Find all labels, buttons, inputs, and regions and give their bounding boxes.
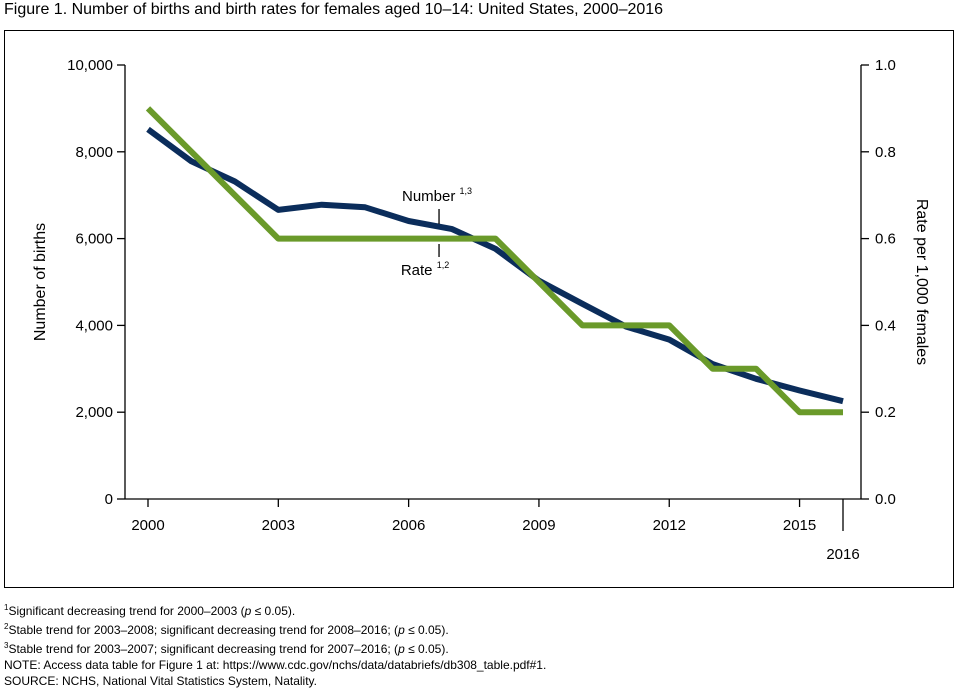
rate-series-label: Rate 1,2 (401, 260, 449, 279)
right-y-tick-label: 0.2 (875, 404, 896, 421)
series-line-rate (145, 106, 843, 416)
chart-series (145, 106, 844, 416)
footnote-2: 2Stable trend for 2003–2008; significant… (4, 622, 449, 637)
right-y-tick-label: 0.0 (875, 491, 896, 508)
births-rates-chart: 0 2,000 4,000 6,000 8,000 10,000 0.0 0.2 0.4 0.6 0… (32, 57, 930, 563)
number-series-label: Number 1,3 (402, 186, 472, 205)
footnote-1: 1Significant decreasing trend for 2000–2… (4, 603, 296, 618)
left-y-tick-label: 0 (105, 491, 113, 508)
left-y-tick-label: 6,000 (75, 231, 113, 248)
data-table-note: NOTE: Access data table for Figure 1 at:… (4, 658, 547, 672)
x-tick-label: 2012 (653, 517, 686, 534)
figure-title: Figure 1. Number of births and birth rat… (4, 1, 664, 18)
x-tick-label: 2006 (392, 517, 425, 534)
footnotes: 1Significant decreasing trend for 2000–2… (4, 600, 546, 689)
right-y-axis-title: Rate per 1,000 females (913, 199, 930, 365)
left-y-tick-label: 10,000 (67, 57, 113, 74)
series-line-number (146, 126, 844, 405)
left-y-tick-label: 8,000 (75, 144, 113, 161)
footnote-3: 3Stable trend for 2003–2007; significant… (4, 641, 449, 656)
x-tick-label: 2009 (522, 517, 555, 534)
right-y-tick-label: 0.8 (875, 144, 896, 161)
series-labels: Number 1,3 Rate 1,2 (401, 186, 472, 279)
left-y-tick-label: 4,000 (75, 317, 113, 334)
left-y-axis-title: Number of births (32, 223, 49, 341)
left-y-tick-label: 2,000 (75, 404, 113, 421)
source-note: SOURCE: NCHS, National Vital Statistics … (4, 674, 317, 688)
chart-frame: 0 2,000 4,000 6,000 8,000 10,000 0.0 0.2 0.4 0.6 0… (4, 30, 954, 588)
x-tick-label: 2003 (262, 517, 295, 534)
right-y-tick-label: 1.0 (875, 57, 896, 74)
right-y-tick-label: 0.4 (875, 317, 896, 334)
x-tick-label: 2015 (783, 517, 816, 534)
x-tick-label: 2016 (826, 546, 859, 563)
chart-axes: 0 2,000 4,000 6,000 8,000 10,000 0.0 0.2 0.4 0.6 0… (32, 57, 930, 563)
right-y-tick-label: 0.6 (875, 231, 896, 248)
x-tick-label: 2000 (131, 517, 164, 534)
